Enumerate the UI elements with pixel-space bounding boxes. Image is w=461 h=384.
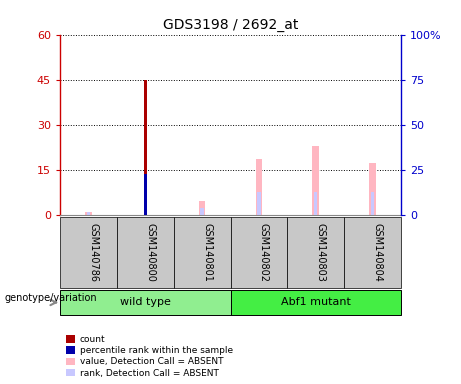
Text: GSM140802: GSM140802	[259, 223, 269, 281]
Text: Abf1 mutant: Abf1 mutant	[281, 297, 351, 308]
Text: GSM140801: GSM140801	[202, 223, 212, 281]
Bar	[199, 200, 206, 215]
Bar	[174, 217, 230, 288]
Bar	[313, 146, 319, 215]
Bar	[255, 159, 262, 215]
Text: GSM140803: GSM140803	[316, 223, 326, 281]
Bar	[287, 217, 344, 288]
Bar	[143, 80, 147, 215]
Bar	[60, 290, 230, 315]
Title: GDS3198 / 2692_at: GDS3198 / 2692_at	[163, 18, 298, 32]
Bar	[371, 192, 374, 215]
Bar	[257, 192, 260, 215]
Bar	[230, 290, 401, 315]
Bar	[117, 217, 174, 288]
Bar	[60, 217, 117, 288]
Text: wild type: wild type	[120, 297, 171, 308]
Bar	[85, 212, 92, 215]
Text: genotype/variation: genotype/variation	[5, 293, 97, 303]
Bar	[87, 212, 90, 215]
Bar	[143, 174, 147, 215]
Bar	[314, 192, 318, 215]
Bar	[369, 163, 376, 215]
Legend: count, percentile rank within the sample, value, Detection Call = ABSENT, rank, : count, percentile rank within the sample…	[65, 333, 235, 379]
Text: GSM140804: GSM140804	[372, 223, 383, 281]
Bar	[201, 208, 204, 215]
Text: GSM140786: GSM140786	[89, 223, 98, 281]
Bar	[230, 217, 287, 288]
Bar	[344, 217, 401, 288]
Text: GSM140800: GSM140800	[145, 223, 155, 281]
